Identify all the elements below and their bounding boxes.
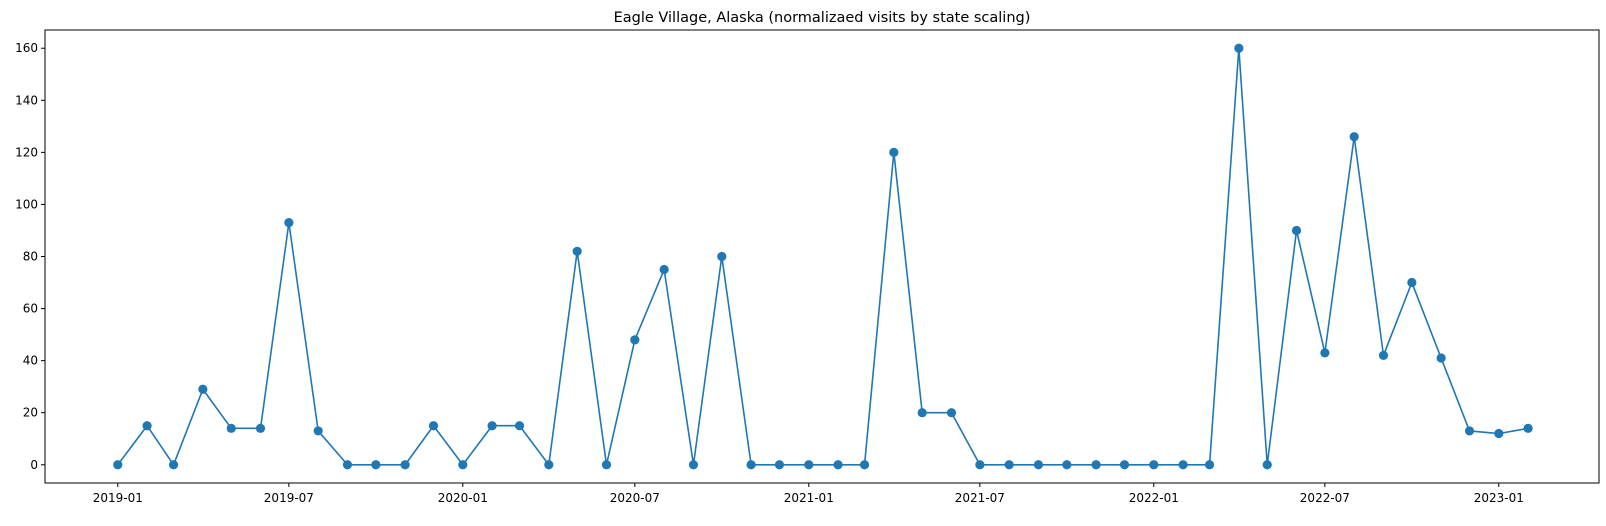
data-point [975, 460, 985, 470]
y-tick-label: 160 [15, 41, 38, 55]
data-point [659, 264, 669, 275]
data-point [1523, 423, 1533, 433]
data-point [1149, 460, 1159, 470]
y-tick-label: 140 [15, 93, 38, 107]
data-point [1436, 353, 1446, 363]
data-point [544, 460, 554, 470]
data-point [804, 460, 814, 470]
data-point [371, 460, 381, 470]
data-point [917, 408, 927, 418]
x-axis: 2019-01 2019-07 2020-01 2020-07 2021-01 2021-… [93, 483, 1524, 505]
data-point [833, 460, 843, 470]
data-point [1494, 428, 1504, 439]
y-tick-label: 80 [23, 250, 38, 264]
x-tick-label: 2019-01 [93, 491, 143, 505]
x-tick-label: 2020-01 [438, 491, 488, 505]
data-point [1234, 43, 1244, 53]
data-point [746, 460, 756, 470]
data-point [688, 460, 699, 470]
x-tick-label: 2022-07 [1300, 491, 1350, 505]
series-line [117, 47, 1529, 466]
x-tick-label: 2021-07 [955, 491, 1005, 505]
data-point [458, 460, 468, 470]
data-point [1062, 460, 1072, 470]
data-point [1119, 460, 1130, 470]
x-tick-label: 2020-07 [610, 491, 660, 505]
data-point [400, 460, 410, 470]
data-point [946, 408, 957, 418]
y-tick-label: 100 [15, 197, 38, 211]
data-point [601, 460, 612, 470]
y-tick-label: 40 [23, 354, 38, 368]
data-point [284, 218, 294, 228]
data-point [226, 423, 236, 433]
data-point [889, 147, 899, 157]
data-point [1178, 460, 1188, 470]
x-tick-label: 2019-07 [264, 491, 314, 505]
data-point [113, 460, 123, 470]
data-point [1091, 460, 1101, 470]
data-point [1320, 348, 1330, 358]
data-point [142, 421, 152, 431]
data-point [774, 460, 785, 470]
data-point [859, 460, 870, 470]
x-tick-label: 2022-01 [1129, 491, 1179, 505]
data-point [1262, 460, 1272, 470]
y-tick-label: 0 [30, 458, 38, 472]
data-point [428, 421, 439, 431]
data-point [1378, 350, 1389, 361]
data-point [342, 460, 353, 470]
y-tick-label: 60 [23, 302, 38, 316]
data-point [255, 423, 266, 433]
data-point [514, 421, 525, 431]
data-point [630, 335, 640, 345]
data-point [198, 384, 208, 394]
data-point [313, 426, 323, 436]
data-point [572, 246, 582, 256]
data-point [1291, 225, 1302, 236]
data-point [717, 251, 727, 262]
data-point [1004, 460, 1014, 470]
series-line-group [113, 43, 1533, 470]
data-point [1407, 277, 1417, 288]
chart-title: Eagle Village, Alaska (normalizaed visit… [614, 10, 1031, 26]
y-axis: 0 20 40 60 80 100 120 140 160 [15, 41, 45, 472]
data-point [1033, 460, 1044, 470]
plot-frame [44, 29, 1600, 484]
data-point [168, 460, 179, 470]
x-tick-label: 2021-01 [784, 491, 834, 505]
data-point [1464, 426, 1475, 436]
y-tick-label: 120 [15, 145, 38, 159]
data-point [1349, 132, 1359, 142]
data-point [487, 421, 497, 431]
y-tick-label: 20 [23, 406, 38, 420]
x-tick-label: 2023-01 [1474, 491, 1524, 505]
data-point [1204, 460, 1215, 470]
